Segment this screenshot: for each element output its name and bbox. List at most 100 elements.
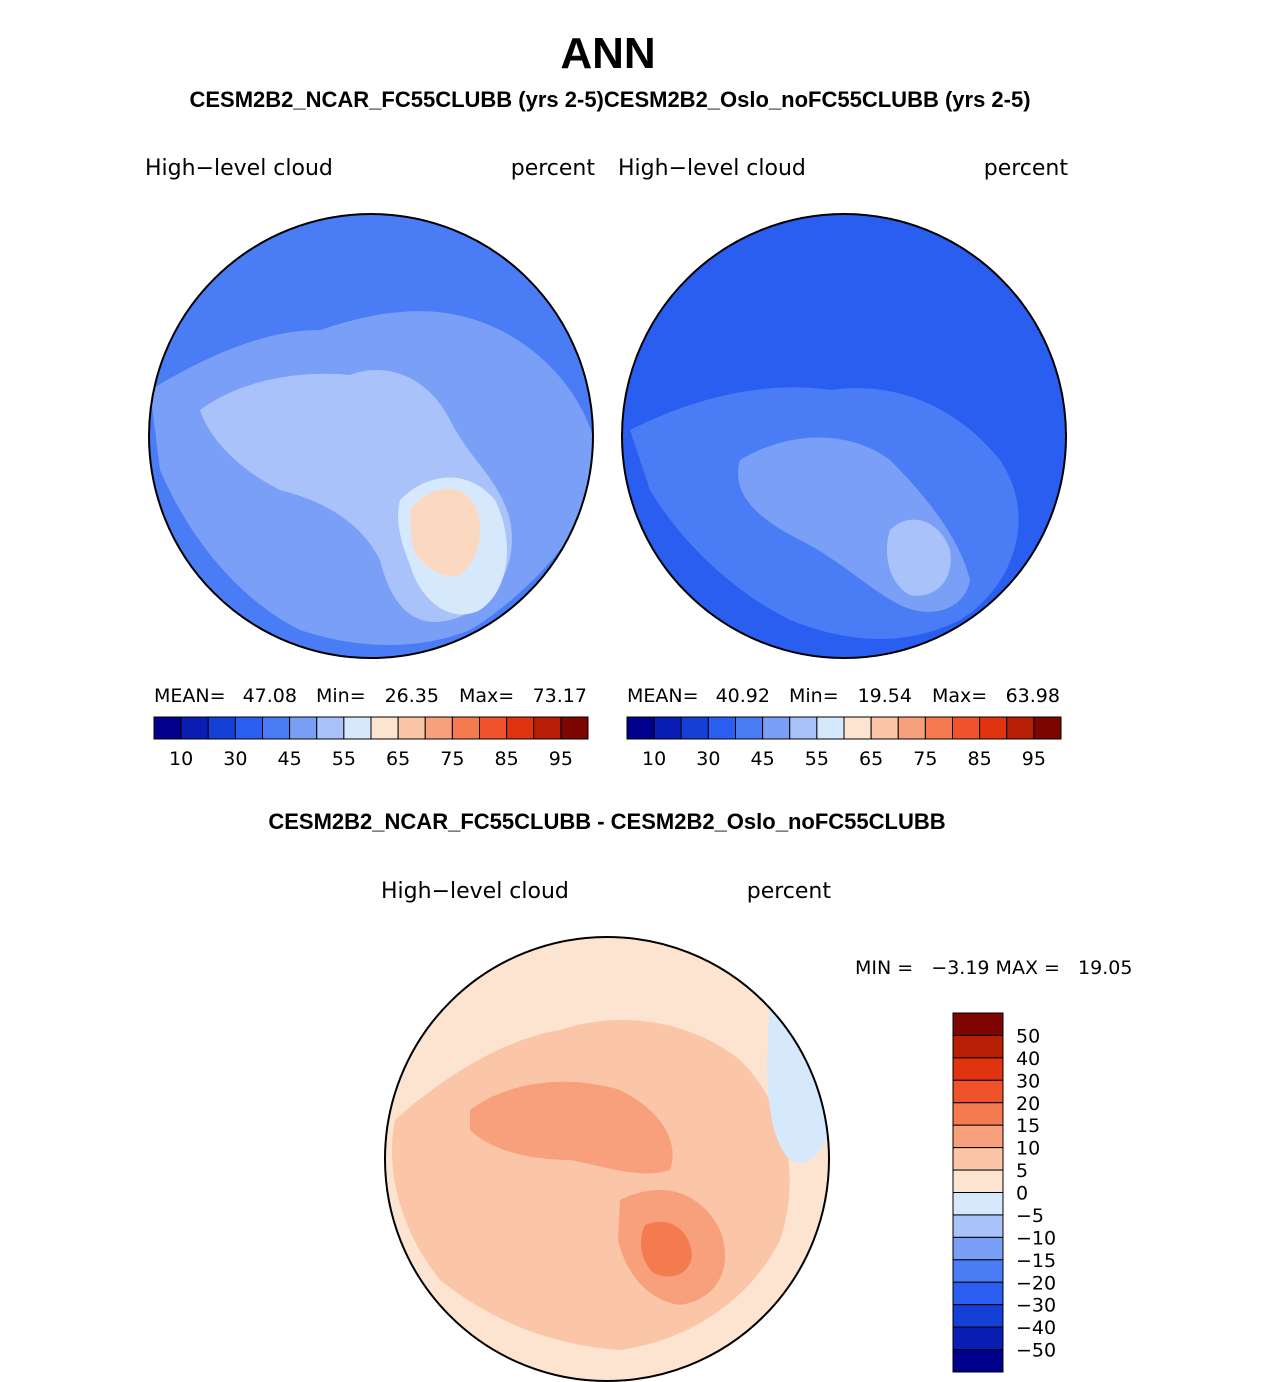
panel1-colorbar-swatch xyxy=(479,716,508,740)
diff-colorbar-tick-label: 30 xyxy=(1016,1070,1040,1092)
diff-colorbar-tick-label: 50 xyxy=(1016,1025,1040,1047)
diff-minmax-label: MIN = −3.19 MAX = 19.05 xyxy=(855,957,1132,979)
diff-variable-label: High−level cloud xyxy=(381,879,569,904)
panel2-colorbar-tick-label: 30 xyxy=(696,748,720,770)
panel1-colorbar-tick-label: 65 xyxy=(386,748,410,770)
panel1-polar-map xyxy=(149,214,593,658)
diff-map-border xyxy=(384,936,830,1382)
diff-colorbar-swatch xyxy=(952,1349,1004,1373)
panel2-colorbar-tick-label: 85 xyxy=(968,748,992,770)
diff-colorbar-swatch xyxy=(952,1169,1004,1193)
diff-colorbar-swatch xyxy=(952,1079,1004,1104)
panel1-colorbar-swatch xyxy=(262,716,291,740)
panel1-max-value: 73.17 xyxy=(533,685,587,707)
panel1-colorbar-tick-label: 95 xyxy=(549,748,573,770)
panel2-colorbar-swatch xyxy=(952,716,981,740)
panel1-colorbar-swatch xyxy=(370,716,399,740)
panel2-min-label: Min= xyxy=(789,685,839,707)
diff-field-hot xyxy=(640,1221,692,1277)
panel1-max-label: Max= xyxy=(459,685,514,707)
panel2-colorbar-tick-label: 65 xyxy=(859,748,883,770)
panel2-colorbar-swatch xyxy=(653,716,682,740)
diff-colorbar-swatch xyxy=(952,1214,1004,1238)
diff-colorbar-swatch xyxy=(952,1281,1004,1306)
diff-colorbar-tick-label: 15 xyxy=(1016,1115,1040,1137)
panel2-colorbar-tick-label: 45 xyxy=(751,748,775,770)
panel1-variable-label: High−level cloud xyxy=(145,156,333,181)
panel2-mean-value: 40.92 xyxy=(716,685,770,707)
panel2-colorbar-swatch xyxy=(680,716,709,740)
panel1-colorbar-tick-label: 45 xyxy=(278,748,302,770)
panel1-units-label: percent xyxy=(511,156,596,181)
panel2-max-label: Max= xyxy=(932,685,987,707)
diff-colorbar-tick-label: −30 xyxy=(1016,1295,1056,1317)
diff-colorbar-tick-label: 5 xyxy=(1016,1160,1028,1182)
panel1-field-warm xyxy=(410,488,480,576)
panel1-colorbar-swatch xyxy=(316,716,345,740)
panel2-colorbar-tick-label: 10 xyxy=(642,748,666,770)
panel2-colorbar-swatch xyxy=(924,716,953,740)
panel2-max-value: 63.98 xyxy=(1006,685,1060,707)
diff-colorbar-tick-label: −10 xyxy=(1016,1227,1056,1249)
panel1-colorbar-tick-label: 85 xyxy=(495,748,519,770)
panel1-colorbar-tick-label: 10 xyxy=(169,748,193,770)
diff-colorbar-tick-label: 10 xyxy=(1016,1138,1040,1160)
panel1-map-border xyxy=(148,213,594,659)
diff-units-label: percent xyxy=(747,879,832,904)
diff-colorbar-tick-label: −15 xyxy=(1016,1250,1056,1272)
panel1-colorbar-swatch xyxy=(343,716,372,740)
diff-colorbar-swatch xyxy=(952,1102,1004,1126)
panel1-mean-label: MEAN= xyxy=(154,685,226,707)
panel1-colorbar-tick-label: 30 xyxy=(223,748,247,770)
panel2-colorbar: 10 30 45 55 65 75 85 95 xyxy=(626,716,1062,770)
panel2-colorbar-swatch xyxy=(816,716,845,740)
panel1-colorbar-swatch xyxy=(533,716,562,740)
panel2-colorbar-swatch xyxy=(707,716,736,740)
panel1-colorbar-swatch xyxy=(397,716,426,740)
panel1-colorbar: 10 30 45 55 65 75 85 95 xyxy=(153,716,589,770)
panel2-colorbar-swatch xyxy=(897,716,926,740)
panel1-colorbar-swatch xyxy=(451,716,480,740)
panel2-colorbar-swatch xyxy=(843,716,872,740)
diff-colorbar-tick-label: −50 xyxy=(1016,1340,1056,1362)
panel2-map-border xyxy=(621,213,1067,659)
panel2-colorbar-swatch xyxy=(1006,716,1035,740)
panel1-min-value: 26.35 xyxy=(385,685,439,707)
panel1-mean-value: 47.08 xyxy=(243,685,297,707)
diff-colorbar-tick-label: 40 xyxy=(1016,1048,1040,1070)
panel2-mean-label: MEAN= xyxy=(627,685,699,707)
panel2-min-value: 19.54 xyxy=(858,685,912,707)
panel1-colorbar-swatch xyxy=(506,716,535,740)
panel2-colorbar-tick-label: 75 xyxy=(913,748,937,770)
diff-colorbar-swatch xyxy=(952,1124,1004,1149)
panel2-colorbar-swatch xyxy=(762,716,791,740)
panel2-colorbar-swatch xyxy=(735,716,764,740)
panel2-colorbar-swatch xyxy=(979,716,1008,740)
diff-colorbar-swatch xyxy=(952,1259,1004,1283)
panel2-variable-label: High−level cloud xyxy=(618,156,806,181)
diff-colorbar-tick-label: −20 xyxy=(1016,1272,1056,1294)
diff-colorbar-swatch xyxy=(952,1147,1004,1171)
panel1-colorbar-swatch xyxy=(560,716,589,740)
panel2-colorbar-tick-label: 55 xyxy=(805,748,829,770)
panel1-colorbar-swatch xyxy=(234,716,263,740)
panel2-units-label: percent xyxy=(984,156,1069,181)
diff-colorbar-swatch xyxy=(952,1304,1004,1328)
diff-colorbar-tick-label: −40 xyxy=(1016,1317,1056,1339)
panel2-colorbar-swatch xyxy=(626,716,655,740)
panel1-colorbar-swatch xyxy=(180,716,209,740)
panel1-colorbar-swatch xyxy=(153,716,182,740)
diff-colorbar-swatch xyxy=(952,1012,1004,1036)
panel1-colorbar-swatch xyxy=(424,716,453,740)
panel2-colorbar-swatch xyxy=(870,716,899,740)
figure-title: ANN xyxy=(560,29,655,78)
panel2-colorbar-swatch xyxy=(1033,716,1062,740)
diff-colorbar-swatch xyxy=(952,1034,1004,1059)
difference-title: CESM2B2_NCAR_FC55CLUBB - CESM2B2_Oslo_no… xyxy=(268,809,945,834)
diff-field-negative xyxy=(767,1000,829,1163)
panel1-colorbar-swatch xyxy=(207,716,236,740)
panel2-colorbar-swatch xyxy=(789,716,818,740)
diff-colorbar-swatch xyxy=(952,1192,1004,1216)
